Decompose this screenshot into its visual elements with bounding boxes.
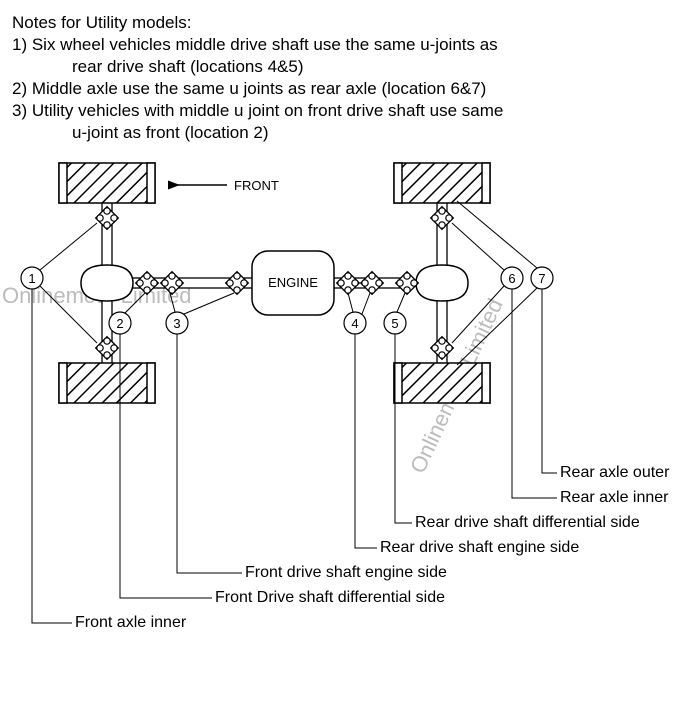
ujoint-2-icon [136,271,159,294]
marker-2: 2 [109,312,131,334]
front-differential-icon [81,265,133,301]
marker-6: 6 [501,267,523,289]
callout-5: Rear drive shaft differential side [415,514,640,532]
notes-item-1b: rear drive shaft (locations 4&5) [12,56,688,78]
ujoint-front-axle-bottom-icon [96,336,119,359]
marker-1: 1 [21,267,43,289]
callout-4: Rear drive shaft engine side [380,539,579,557]
callout-2: Front Drive shaft differential side [215,589,445,607]
ujoint-rear-axle-top-icon [431,206,454,229]
callout-1: Front axle inner [75,614,186,632]
marker-3: 3 [166,312,188,334]
ujoint-3a-icon [161,271,184,294]
svg-text:5: 5 [391,316,398,331]
notes-item-3b: u-joint as front (location 2) [12,122,688,144]
svg-text:7: 7 [538,271,545,286]
svg-text:6: 6 [508,271,515,286]
wheel-front-right-icon [59,363,155,403]
notes-item-1: 1) Six wheel vehicles middle drive shaft… [12,34,688,56]
ujoint-5-icon [396,271,419,294]
notes-item-2: 2) Middle axle use the same u joints as … [12,78,688,100]
svg-text:1: 1 [28,271,35,286]
wheel-rear-left-icon [394,163,490,203]
svg-text:4: 4 [351,316,358,331]
wheel-rear-right-icon [394,363,490,403]
notes-title: Notes for Utility models: [12,12,688,34]
front-label: FRONT [234,178,279,193]
ujoint-3b-icon [226,271,249,294]
marker-4: 4 [344,312,366,334]
ujoint-4a-icon [337,271,360,294]
svg-text:3: 3 [173,316,180,331]
wheel-front-left-icon [59,163,155,203]
callout-7: Rear axle outer [560,464,669,482]
callout-3: Front drive shaft engine side [245,564,447,582]
svg-text:2: 2 [116,316,123,331]
marker-7: 7 [531,267,553,289]
engine-label: ENGINE [268,275,318,290]
marker-5: 5 [384,312,406,334]
callout-6: Rear axle inner [560,489,669,507]
diagram: Onlinemoto Limited Onlinemoto Limited [12,153,688,703]
ujoint-front-axle-top-icon [96,206,119,229]
notes-item-3: 3) Utility vehicles with middle u joint … [12,100,688,122]
ujoint-4b-icon [361,271,384,294]
ujoint-rear-axle-bottom-icon [431,336,454,359]
notes-block: Notes for Utility models: 1) Six wheel v… [12,12,688,145]
rear-differential-icon [416,265,468,301]
